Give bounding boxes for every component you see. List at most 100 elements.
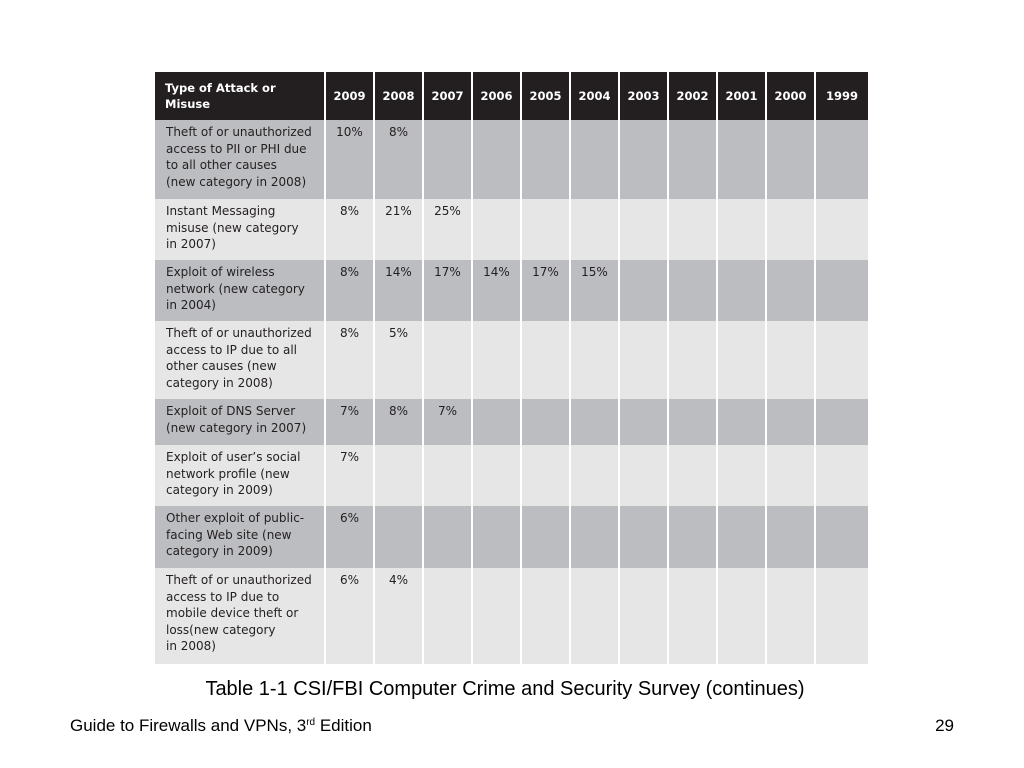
table-cell [767,399,816,445]
table-cell: 17% [424,260,473,321]
table-cell: 10% [326,120,375,199]
table-cell: 7% [326,445,375,506]
table-cell [522,445,571,506]
table-cell [522,321,571,399]
table-row: Theft of or unauthorized access to IP du… [155,321,868,399]
table-cell [816,120,868,199]
table-cell: 7% [424,399,473,445]
table-cell [767,260,816,321]
table-cell [571,506,620,568]
table-cell: 8% [375,120,424,199]
table-cell: 21% [375,199,424,260]
table-row: Exploit of user’s social network profile… [155,445,868,506]
table-cell [816,445,868,506]
table-cell [473,321,522,399]
table-cell [473,120,522,199]
table-cell [767,321,816,399]
table-cell [571,120,620,199]
book-title-text: Guide to Firewalls and VPNs, 3 [70,716,307,735]
table-cell [767,568,816,664]
table-cell: 4% [375,568,424,664]
table-cell [620,506,669,568]
column-header-year: 2006 [473,72,522,120]
table-cell: 8% [326,321,375,399]
table-cell [424,321,473,399]
table-cell [620,399,669,445]
table-cell [669,260,718,321]
table-cell [718,568,767,664]
table-cell: 8% [375,399,424,445]
table-cell [718,260,767,321]
table-cell [620,568,669,664]
table-row: Exploit of wireless network (new categor… [155,260,868,321]
table-cell [571,321,620,399]
book-title-superscript: rd [306,717,316,728]
table-cell [522,399,571,445]
row-label: Theft of or unauthorized access to IP du… [155,321,326,399]
table-cell: 5% [375,321,424,399]
table-cell [767,445,816,506]
table-cell [718,399,767,445]
column-header-year: 2007 [424,72,473,120]
table-row: Instant Messaging misuse (new category i… [155,199,868,260]
row-label: Exploit of wireless network (new categor… [155,260,326,321]
table-cell [718,506,767,568]
column-header-year: 2004 [571,72,620,120]
table-cell: 17% [522,260,571,321]
row-label: Instant Messaging misuse (new category i… [155,199,326,260]
table-cell: 14% [375,260,424,321]
survey-table: Type of Attack or Misuse 2009 2008 2007 2006… [155,72,868,664]
table-cell: 15% [571,260,620,321]
table-cell [669,199,718,260]
table-cell [375,506,424,568]
column-header-year: 1999 [816,72,868,120]
column-header-year: 2008 [375,72,424,120]
table-cell [718,321,767,399]
table-cell: 7% [326,399,375,445]
row-label: Theft of or unauthorized access to PII o… [155,120,326,199]
table-header: Type of Attack or Misuse 2009 2008 2007 2006… [155,72,868,120]
table-cell: 25% [424,199,473,260]
table-cell [424,445,473,506]
table-cell [620,321,669,399]
table-cell [473,568,522,664]
book-title-edition: Edition [315,716,372,735]
column-header-year: 2005 [522,72,571,120]
header-row: Type of Attack or Misuse 2009 2008 2007 2006… [155,72,868,120]
table-cell [816,260,868,321]
table-cell [669,399,718,445]
table-cell [620,120,669,199]
page-number: 29 [935,716,954,735]
row-label: Exploit of user’s social network profile… [155,445,326,506]
column-header-year: 2000 [767,72,816,120]
table-cell [571,445,620,506]
table-cell [816,568,868,664]
table-cell [767,120,816,199]
row-label: Other exploit of public- facing Web site… [155,506,326,568]
table-cell: 6% [326,506,375,568]
table-cell [816,506,868,568]
table-cell [571,568,620,664]
table-cell [522,568,571,664]
table-cell [473,506,522,568]
table-cell [620,445,669,506]
table-cell: 8% [326,260,375,321]
table-cell [767,199,816,260]
table-cell [375,445,424,506]
table-body: Theft of or unauthorized access to PII o… [155,120,868,664]
column-header-year: 2001 [718,72,767,120]
table-cell [522,199,571,260]
table-cell [669,445,718,506]
table-row: Exploit of DNS Server (new category in 2… [155,399,868,445]
table-cell [669,506,718,568]
table-cell [718,445,767,506]
table-cell [522,120,571,199]
table-row: Theft of or unauthorized access to PII o… [155,120,868,199]
table-cell [669,321,718,399]
table-row: Theft of or unauthorized access to IP du… [155,568,868,664]
table-cell [571,199,620,260]
table-cell [620,260,669,321]
table-row: Other exploit of public- facing Web site… [155,506,868,568]
row-label: Theft of or unauthorized access to IP du… [155,568,326,664]
